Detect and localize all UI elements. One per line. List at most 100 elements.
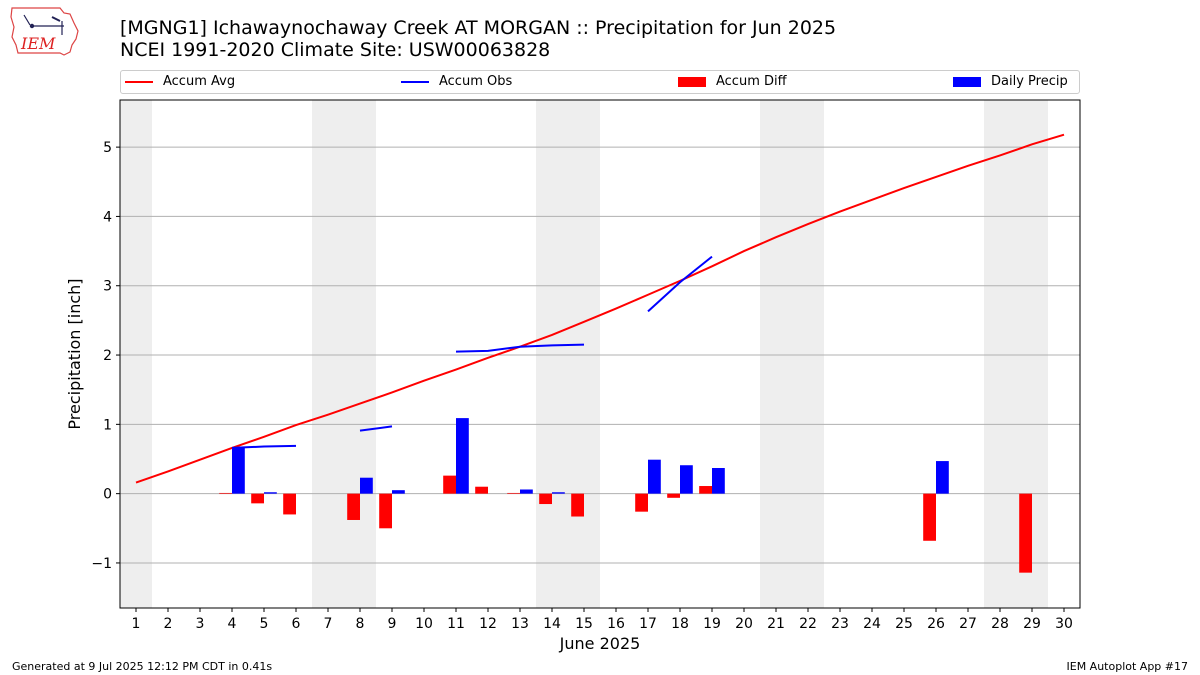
daily-precip-bar (648, 459, 661, 494)
legend-item-accum-obs: Accum Obs (401, 74, 512, 90)
accum-obs-line (455, 343, 585, 353)
x-tick-label: 16 (607, 616, 625, 632)
accum-diff-bar (475, 486, 488, 494)
accum-obs-line (231, 444, 297, 449)
x-tick-label: 9 (388, 616, 397, 632)
x-tick-label: 26 (927, 616, 945, 632)
accum-diff-bar (283, 493, 296, 515)
legend-swatch-accum-obs (401, 80, 429, 83)
x-tick-label: 27 (959, 616, 977, 632)
app-credit: IEM Autoplot App #17 (1066, 660, 1189, 673)
legend-item-accum-diff: Accum Diff (678, 74, 787, 90)
plot-frame (119, 99, 1081, 609)
daily-precip-bar (936, 461, 949, 494)
x-tick-label: 10 (415, 616, 433, 632)
y-axis-ticks: −1 0 1 2 3 4 5 (91, 140, 120, 572)
accum-diff-bar (699, 486, 712, 494)
x-tick-label: 5 (260, 616, 269, 632)
legend-item-accum-avg: Accum Avg (125, 74, 235, 90)
x-tick-label: 20 (735, 616, 753, 632)
y-tick-label: 2 (103, 348, 112, 364)
x-tick-label: 21 (767, 616, 785, 632)
line-series (135, 133, 1065, 484)
x-tick-label: 19 (703, 616, 721, 632)
daily-precip-bar (232, 447, 245, 494)
accum-diff-bar (539, 493, 552, 505)
grid-lines (120, 146, 1080, 564)
x-tick-label: 18 (671, 616, 689, 632)
daily-precip-bar (680, 465, 693, 494)
accum-diff-bar (443, 475, 456, 494)
logo-text: IEM (20, 34, 56, 53)
weekend-band (120, 100, 152, 608)
x-tick-label: 2 (164, 616, 173, 632)
x-tick-label: 11 (447, 616, 465, 632)
x-tick-label: 4 (228, 616, 237, 632)
x-tick-label: 6 (292, 616, 301, 632)
weekend-band (536, 100, 600, 608)
y-tick-label: −1 (91, 556, 112, 572)
x-tick-label: 29 (1023, 616, 1041, 632)
x-tick-label: 12 (479, 616, 497, 632)
x-tick-label: 28 (991, 616, 1009, 632)
legend-swatch-accum-diff (678, 76, 706, 87)
accum-diff-bar (1019, 493, 1032, 573)
chart-subtitle: NCEI 1991-2020 Climate Site: USW00063828 (120, 39, 551, 61)
accum-avg-line (135, 133, 1065, 484)
x-tick-label: 22 (799, 616, 817, 632)
x-tick-label: 30 (1055, 616, 1073, 632)
daily-precip-bar (360, 477, 373, 494)
accum-diff-bar (923, 493, 936, 541)
accum-diff-bar (635, 493, 648, 512)
x-axis-ticks: 1 2 3 4 5 6 7 8 9 10 11 12 13 14 15 16 17 18 19 20 21 22 23 24 2… (132, 608, 1073, 632)
daily-precip-bar (712, 468, 725, 494)
accum-diff-bar (347, 493, 360, 520)
legend-item-daily-precip: Daily Precip (953, 74, 1068, 90)
legend-label-daily-precip: Daily Precip (991, 74, 1068, 89)
y-tick-label: 1 (103, 417, 112, 433)
daily-precip-bar (392, 490, 405, 494)
bar-series (219, 418, 1032, 573)
weekend-band (312, 100, 376, 608)
chart-legend: Accum Avg Accum Obs Accum Diff Daily Pre… (120, 70, 1080, 94)
accum-diff-bar (379, 493, 392, 529)
x-axis-label: June 2025 (559, 634, 641, 653)
legend-label-accum-avg: Accum Avg (163, 74, 236, 89)
y-tick-label: 3 (103, 279, 112, 295)
accum-diff-bar (219, 492, 232, 494)
y-tick-label: 4 (103, 209, 112, 225)
daily-precip-bar (552, 492, 565, 494)
x-tick-label: 7 (324, 616, 333, 632)
weekend-band (760, 100, 824, 608)
x-tick-label: 17 (639, 616, 657, 632)
legend-swatch-accum-avg (125, 80, 153, 83)
accum-diff-bar (667, 493, 680, 498)
iem-logo: IEM (10, 7, 79, 56)
daily-precip-bar (264, 492, 277, 494)
x-tick-label: 25 (895, 616, 913, 632)
x-tick-label: 1 (132, 616, 141, 632)
x-tick-label: 23 (831, 616, 849, 632)
weekend-bands (120, 100, 1048, 608)
accum-diff-bar (251, 493, 264, 504)
legend-label-accum-obs: Accum Obs (439, 74, 513, 89)
legend-swatch-daily-precip (953, 76, 981, 87)
x-tick-label: 13 (511, 616, 529, 632)
daily-precip-bar (520, 489, 533, 494)
legend-label-accum-diff: Accum Diff (716, 74, 787, 89)
x-tick-label: 14 (543, 616, 561, 632)
y-tick-label: 5 (103, 140, 112, 156)
x-tick-label: 3 (196, 616, 205, 632)
x-tick-label: 8 (356, 616, 365, 632)
daily-precip-bar (456, 418, 469, 494)
accum-obs-line (647, 255, 713, 313)
x-tick-label: 15 (575, 616, 593, 632)
chart-title: [MGNG1] Ichawaynochaway Creek AT MORGAN … (120, 17, 837, 39)
weekend-band (984, 100, 1048, 608)
generated-timestamp: Generated at 9 Jul 2025 12:12 PM CDT in … (12, 660, 273, 673)
accum-obs-line (359, 425, 393, 432)
y-axis-label: Precipitation [inch] (65, 278, 84, 429)
x-tick-label: 24 (863, 616, 881, 632)
accum-diff-bar (571, 493, 584, 517)
y-tick-label: 0 (103, 487, 112, 503)
